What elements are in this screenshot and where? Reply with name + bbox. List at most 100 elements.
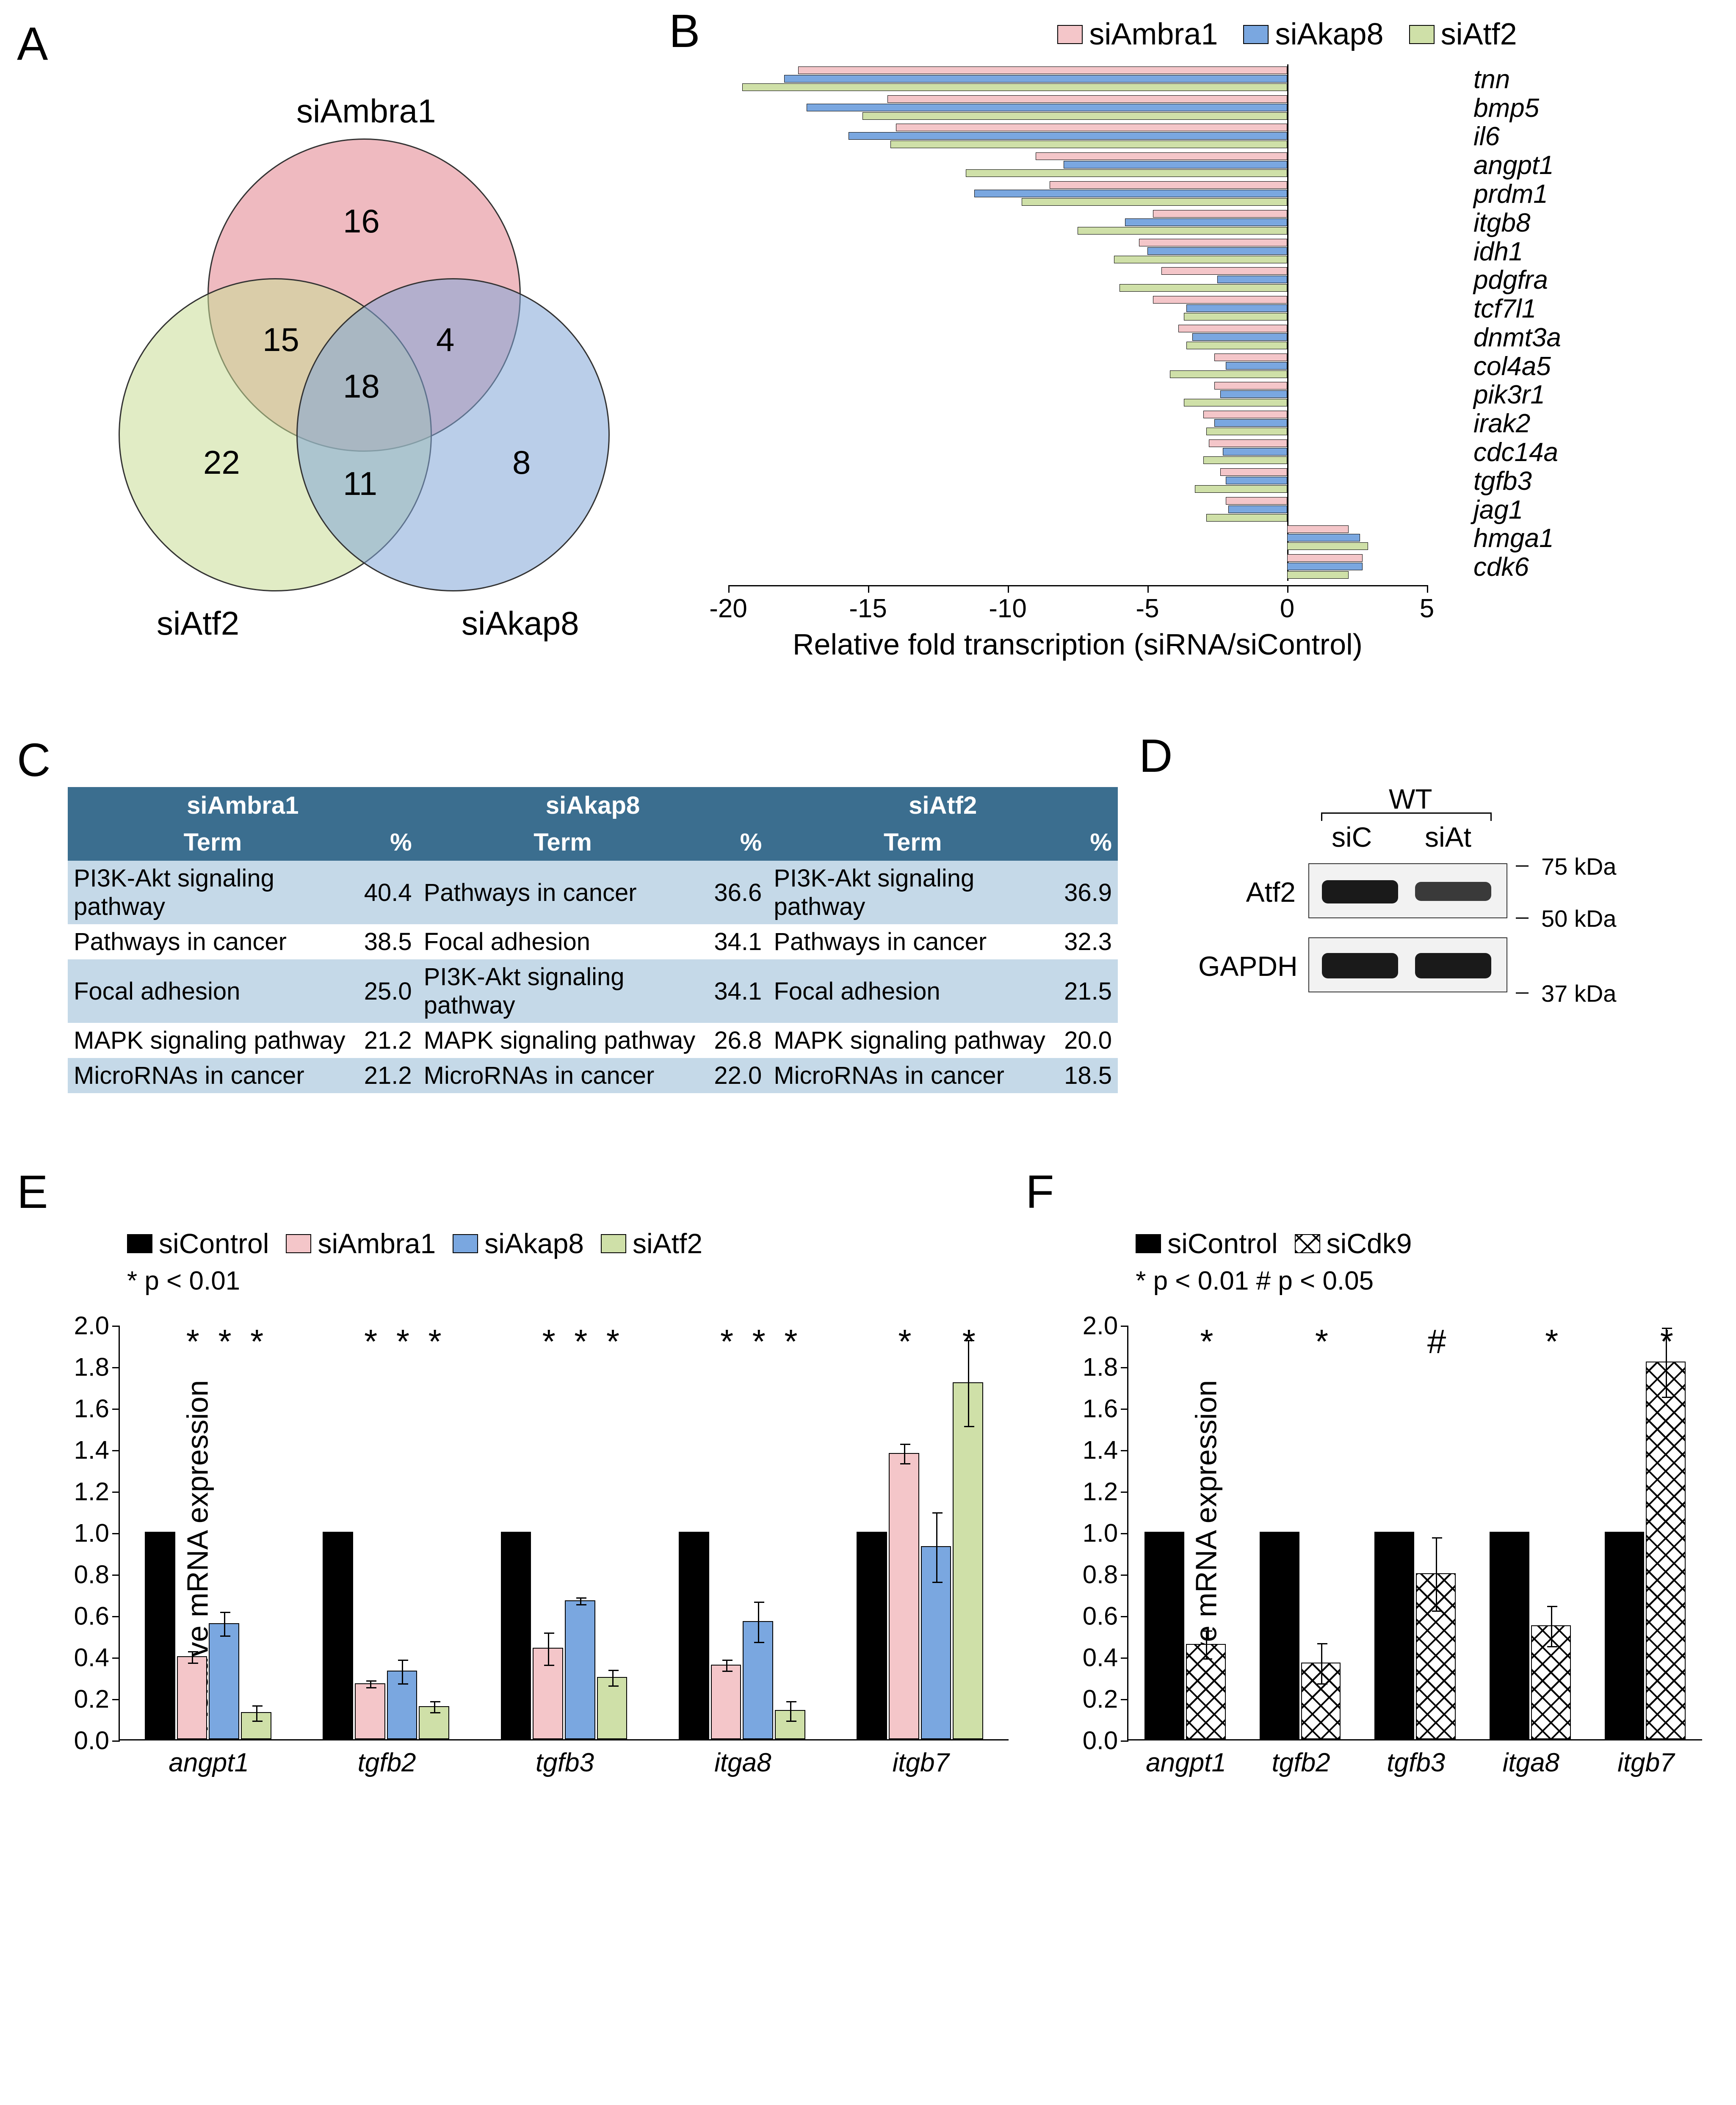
hbar-bar <box>1217 276 1287 283</box>
hbar-bar <box>1226 497 1287 505</box>
significance-marker: * <box>218 1322 231 1361</box>
hbar-gene-label: dnmt3a <box>1473 323 1561 353</box>
vchart-errorbar <box>548 1633 549 1666</box>
hbar-tick <box>868 585 869 593</box>
vchart-xlabel: angpt1 <box>1146 1748 1226 1778</box>
figure: A siAmbra1 16 22 8 15 4 11 18 siAtf2 siA… <box>17 17 1719 1808</box>
venn-num-topleft: 15 <box>263 320 299 359</box>
err-cap <box>932 1582 943 1583</box>
hbar-bar <box>849 132 1287 140</box>
vchart-ytick <box>112 1326 120 1327</box>
vchart-bar <box>679 1532 709 1739</box>
panel-f: F siControlsiCdk9 * p < 0.01 # p < 0.05 … <box>1026 1165 1719 1808</box>
table-cell: MAPK signaling pathway <box>68 1023 358 1058</box>
legend-item: siAmbra1 <box>286 1227 436 1260</box>
vchart-errorbar <box>370 1680 371 1689</box>
legend-swatch <box>1057 25 1083 44</box>
hbar-bar <box>742 83 1287 91</box>
hbar-bar <box>1170 370 1287 378</box>
hbar-bar <box>798 66 1287 74</box>
table-cell: 40.4 <box>358 861 418 924</box>
table-cell: 38.5 <box>358 924 418 959</box>
hbar-gene-label: itgb8 <box>1473 208 1530 238</box>
hbar-bar <box>1184 313 1287 320</box>
vchart-yticklabel: 0.0 <box>74 1726 109 1755</box>
legend-swatch <box>286 1234 311 1253</box>
venn-label-right: siAkap8 <box>462 604 579 643</box>
vchart-xlabel: itgb7 <box>1617 1748 1674 1778</box>
vchart-bar <box>1144 1532 1184 1739</box>
err-cap <box>1662 1397 1672 1398</box>
vchart-yticklabel: 1.4 <box>1083 1436 1118 1465</box>
blot-marker-37: 37 kDa <box>1541 980 1616 1007</box>
hbar-bar <box>1203 456 1287 464</box>
vchart-ytick <box>1121 1533 1128 1534</box>
vchart-bar <box>145 1532 175 1739</box>
hbar-bar <box>1287 563 1363 570</box>
western-blot: WT siC siAt Atf2 GAPDH 75 kDa <box>1190 783 1677 1045</box>
err-cap <box>220 1635 230 1637</box>
panel-b-legend: siAmbra1 siAkap8 siAtf2 <box>864 17 1711 52</box>
table-subheader: % <box>708 824 768 861</box>
hbar-bar <box>1226 477 1287 484</box>
vchart-errorbar <box>904 1444 905 1464</box>
hbar-bar <box>1022 198 1287 206</box>
err-cap <box>398 1660 408 1661</box>
panel-f-pval: * p < 0.01 # p < 0.05 <box>1136 1266 1719 1296</box>
err-cap <box>722 1660 733 1661</box>
vchart-errorbar <box>758 1602 759 1643</box>
vchart-ytick <box>1121 1740 1128 1742</box>
hbar-bar <box>1153 296 1287 304</box>
hbar-bar <box>966 169 1287 177</box>
vchart-yticklabel: 1.2 <box>74 1477 109 1506</box>
err-cap <box>786 1701 796 1702</box>
table-cell: MAPK signaling pathway <box>418 1023 708 1058</box>
legend-item-ambra1: siAmbra1 <box>1057 17 1218 52</box>
significance-marker: * <box>752 1322 766 1361</box>
blot-band <box>1415 882 1491 901</box>
vchart-errorbar <box>1436 1537 1437 1612</box>
panel-e-label: E <box>17 1165 1026 1219</box>
err-cap <box>1432 1537 1442 1539</box>
vchart-bar <box>1260 1532 1299 1739</box>
err-cap <box>252 1705 263 1707</box>
vchart-yticklabel: 1.6 <box>1083 1394 1118 1423</box>
hbar-gene-label: idh1 <box>1473 237 1523 267</box>
hbar-gene-label: tcf7l1 <box>1473 294 1536 324</box>
hbar-bar <box>974 190 1287 197</box>
panel-d-label: D <box>1139 729 1711 783</box>
vchart-yticklabel: 2.0 <box>74 1311 109 1340</box>
vchart-yticklabel: 0.2 <box>74 1685 109 1714</box>
hbar-bar <box>1078 227 1287 235</box>
vchart-yticklabel: 1.8 <box>74 1353 109 1382</box>
err-cap <box>366 1680 376 1682</box>
hbar-bar <box>1050 181 1287 189</box>
hbar-ticklabel: -10 <box>989 594 1027 624</box>
hbar-gene-label: bmp5 <box>1473 93 1539 123</box>
vchart-xlabel: itgb7 <box>893 1748 949 1778</box>
hbar-bar <box>1203 411 1287 418</box>
vchart-yticklabel: 1.2 <box>1083 1477 1118 1506</box>
venn-num-bottom: 11 <box>343 464 377 503</box>
vchart-errorbar <box>434 1701 435 1713</box>
blot-wt-label: WT <box>1389 783 1432 815</box>
table-cell: Pathways in cancer <box>418 861 708 924</box>
panel-a: A siAmbra1 16 22 8 15 4 11 18 siAtf2 siA… <box>17 17 694 657</box>
hbar-gene-label: hmga1 <box>1473 523 1554 553</box>
hbar-bar <box>1226 362 1287 370</box>
legend-swatch <box>1136 1234 1161 1253</box>
significance-marker: * <box>898 1322 911 1361</box>
hbar-bar <box>887 95 1287 103</box>
table-cell: 20.0 <box>1058 1023 1118 1058</box>
significance-marker: * <box>1660 1322 1673 1361</box>
blot-marker-50: 50 kDa <box>1541 905 1616 932</box>
legend-text: siCdk9 <box>1327 1227 1412 1260</box>
vchart-yticklabel: 0.0 <box>1083 1726 1118 1755</box>
legend-text: siAtf2 <box>633 1227 702 1260</box>
table-cell: MicroRNAs in cancer <box>68 1058 358 1093</box>
significance-marker: * <box>606 1322 619 1361</box>
hbar-bar <box>807 104 1287 111</box>
hbar-bar <box>1186 342 1287 349</box>
vchart-bar <box>323 1532 353 1739</box>
vchart-ytick <box>112 1699 120 1700</box>
